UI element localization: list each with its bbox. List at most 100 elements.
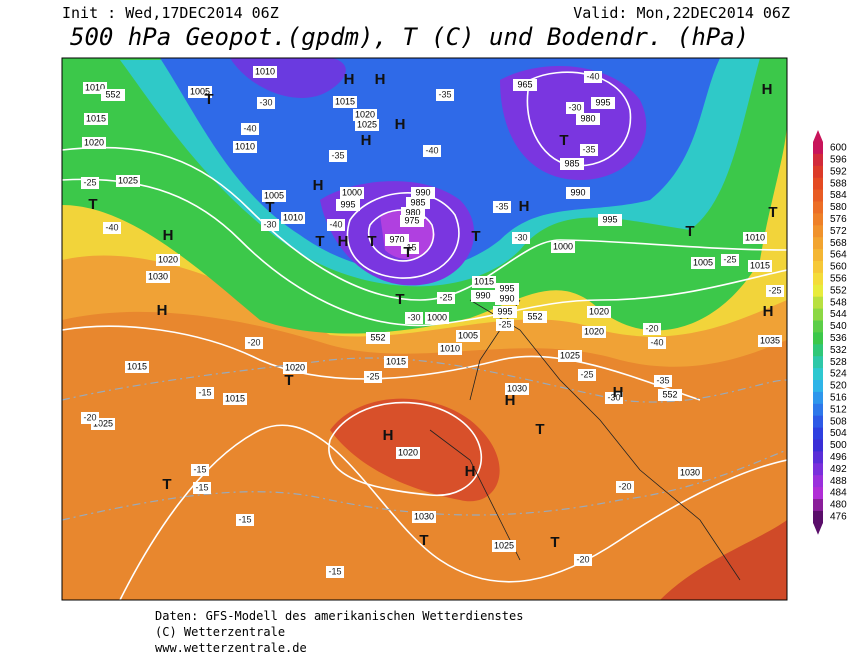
isobar-label-box <box>658 389 682 401</box>
colorbar-label: 512 <box>830 404 847 415</box>
isobar-label: 1030 <box>148 271 168 281</box>
pressure-center: T <box>419 532 428 549</box>
isobar-label: 1025 <box>93 418 113 428</box>
isobar-label: 1035 <box>760 335 780 345</box>
temp-label-box <box>580 144 598 156</box>
temperature-label: -30 <box>607 392 620 402</box>
temp-label-box <box>81 412 99 424</box>
temp-label-box <box>193 482 211 494</box>
isobar-label-box <box>743 232 767 244</box>
isobar-label: 1010 <box>235 141 255 151</box>
isobar-label: 552 <box>662 389 677 399</box>
colorbar-label: 496 <box>830 452 847 463</box>
temperature-label: -35 <box>582 144 595 154</box>
init-time: Init : Wed,17DEC2014 06Z <box>62 4 279 22</box>
isobar-label: 995 <box>497 306 512 316</box>
colorbar-swatch <box>813 142 823 155</box>
isobar-label-box <box>505 383 529 395</box>
pressure-center: T <box>265 199 274 216</box>
colorbar-label: 520 <box>830 381 847 392</box>
colorbar-swatch <box>813 427 823 440</box>
colorbar-label: 504 <box>830 428 847 439</box>
colorbar-swatch <box>813 177 823 191</box>
isobar-label: 1020 <box>355 109 375 119</box>
pressure-center: H <box>505 392 516 409</box>
colorbar-swatch <box>813 487 823 500</box>
temperature-label: -15 <box>198 387 211 397</box>
temp-label-box <box>721 254 739 266</box>
colorbar-label: 560 <box>830 262 847 273</box>
isobar-label-box <box>82 137 106 149</box>
isobar-label-box <box>492 540 516 552</box>
isobar-label: 985 <box>564 158 579 168</box>
temperature-label: -40 <box>586 71 599 81</box>
pressure-center: H <box>344 71 355 88</box>
temp-label-box <box>261 219 279 231</box>
isobar-label-box <box>400 215 424 227</box>
isobar-label-box <box>412 511 436 523</box>
isobar-label: 1015 <box>225 393 245 403</box>
temperature-label: -25 <box>723 254 736 264</box>
colorbar-cap <box>813 130 823 142</box>
colorbar-label: 584 <box>830 190 847 201</box>
isobar-label: 1030 <box>680 467 700 477</box>
isobar-label: 1025 <box>494 540 514 550</box>
footer-url: www.wetterzentrale.de <box>155 641 307 655</box>
isobar-label-box <box>456 330 480 342</box>
isobar-label: 1015 <box>86 113 106 123</box>
isobar-label: 1000 <box>342 187 362 197</box>
temp-label-box <box>241 123 259 135</box>
pressure-center: T <box>395 291 404 308</box>
isobar-label-box <box>281 212 305 224</box>
isobar-label: 1015 <box>750 260 770 270</box>
isobar-label-box <box>438 343 462 355</box>
colorbar-label: 476 <box>830 511 847 522</box>
colorbar-swatch <box>813 308 823 321</box>
colorbar-swatch <box>813 237 823 250</box>
temperature-label: -35 <box>438 89 451 99</box>
isobar-label-box <box>598 214 622 226</box>
temperature-label: -15 <box>328 566 341 576</box>
colorbar-swatch <box>813 463 823 476</box>
temp-label-box <box>327 219 345 231</box>
colorbar-swatch <box>813 368 823 381</box>
footer-copyright: (C) Wetterzentrale <box>155 625 285 639</box>
colorbar-swatch <box>813 201 823 214</box>
isobar-label-box <box>340 187 364 199</box>
isobar-label: 552 <box>105 89 120 99</box>
isobar-label: 1015 <box>474 276 494 286</box>
isobar-label: 985 <box>410 197 425 207</box>
isobar-label: 1010 <box>283 212 303 222</box>
colorbar-label: 492 <box>830 464 847 475</box>
colorbar-label: 528 <box>830 357 847 368</box>
pressure-center: T <box>284 372 293 389</box>
colorbar-swatch <box>813 380 823 393</box>
isobar-label-box <box>366 332 390 344</box>
isobar-label: 1005 <box>693 257 713 267</box>
isobar-label-box <box>472 276 496 288</box>
isobar-label-box <box>560 158 584 170</box>
temperature-label: -35 <box>656 375 669 385</box>
colorbar-swatch <box>813 261 823 274</box>
isobar-label-box <box>406 197 430 209</box>
isobar-label-box <box>188 86 212 98</box>
temperature-label: -20 <box>247 337 260 347</box>
isobar-label-box <box>146 271 170 283</box>
temp-label-box <box>103 222 121 234</box>
isobar-label-box <box>396 447 420 459</box>
temperature-label: -25 <box>580 369 593 379</box>
pressure-center: T <box>559 132 568 149</box>
isobar-label-box <box>355 119 379 131</box>
temp-label-box <box>364 371 382 383</box>
temperature-label: -35 <box>331 150 344 160</box>
colorbar-swatch <box>813 403 823 417</box>
isobar-label: 1020 <box>584 326 604 336</box>
colorbar-swatch <box>813 499 823 512</box>
isobar-label: 1010 <box>440 343 460 353</box>
temp-label-box <box>326 566 344 578</box>
footer-source: Daten: GFS-Modell des amerikanischen Wet… <box>155 609 523 623</box>
temperature-label: -40 <box>425 145 438 155</box>
isobar-label: 995 <box>340 199 355 209</box>
temperature-label: -25 <box>768 285 781 295</box>
isobar-label-box <box>591 97 615 109</box>
